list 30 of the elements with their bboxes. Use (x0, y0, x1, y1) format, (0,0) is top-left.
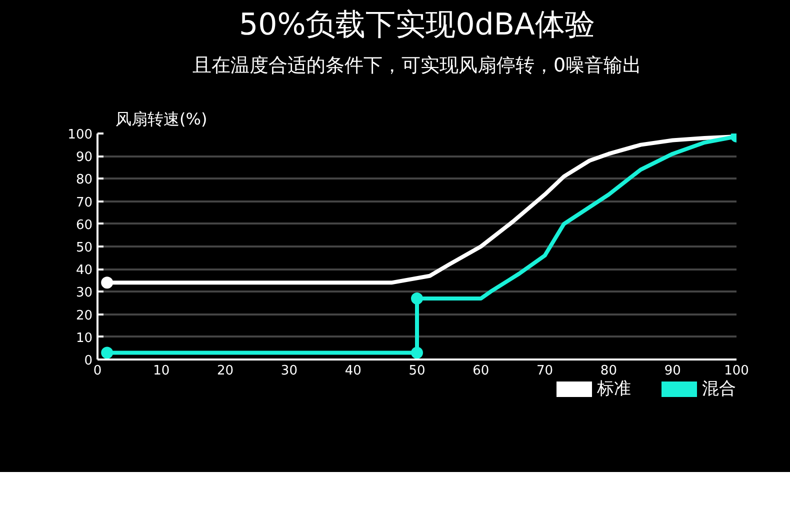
chart-title: 50%负载下实现0dBA体验 (239, 8, 595, 42)
y-tick-label: 50 (76, 240, 93, 256)
point (411, 346, 423, 359)
point (101, 276, 114, 289)
point (101, 346, 114, 359)
y-tick-label: 80 (76, 172, 93, 188)
x-tick-label: 10 (153, 364, 170, 378)
x-tick-label: 90 (664, 364, 681, 378)
y-tick-label: 70 (76, 195, 93, 210)
y-tick-label: 100 (68, 128, 93, 142)
legend-label: 标准 (597, 378, 631, 400)
y-tick-label: 0 (84, 354, 93, 368)
x-tick-label: 80 (600, 364, 617, 378)
legend-label: 混合 (702, 378, 736, 400)
y-tick-label: 60 (76, 218, 93, 233)
y-tick-label: 10 (76, 330, 93, 346)
x-tick-label: 100 (724, 364, 749, 378)
point (411, 292, 423, 304)
x-tick-label: 30 (280, 364, 298, 378)
x-tick-label: 50 (408, 364, 426, 378)
y-axis-title: 风扇转速(%) (116, 110, 208, 128)
x-tick-label: 70 (536, 364, 554, 378)
y-tick-label: 40 (76, 263, 93, 278)
x-tick-label: 20 (217, 364, 234, 378)
chart-subtitle: 且在温度合适的条件下，可实现风扇停转，0噪音输出 (192, 54, 642, 76)
y-tick-label: 30 (76, 286, 93, 301)
y-tick-label: 90 (76, 150, 93, 166)
y-tick-label: 20 (76, 308, 93, 324)
x-tick-label: 60 (472, 364, 490, 378)
x-tick-label: 40 (344, 364, 362, 378)
